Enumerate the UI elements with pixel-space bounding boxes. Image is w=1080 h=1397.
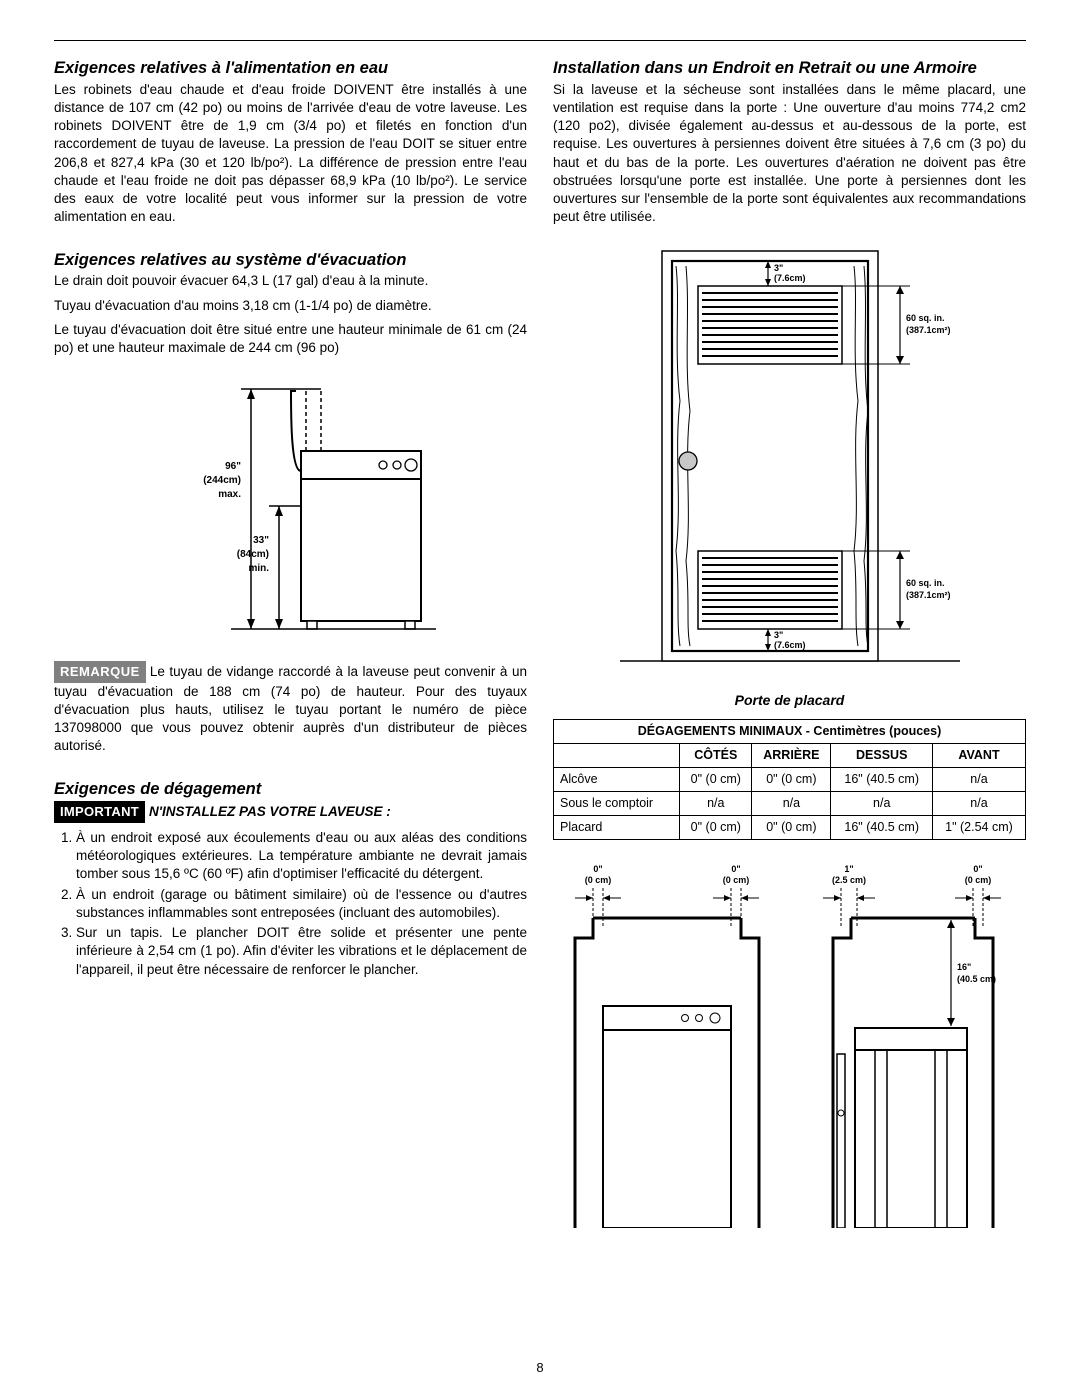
drain-p1: Le drain doit pouvoir évacuer 64,3 L (17… (54, 272, 527, 290)
drain-max-b: (244cm) (203, 475, 241, 486)
clearance-item-2: À un endroit (garage ou bâtiment similai… (76, 886, 527, 922)
bf-d4b: (0 cm) (964, 875, 991, 885)
water-heading: Exigences relatives à l'alimentation en … (54, 59, 527, 79)
bf-d1b: (0 cm) (584, 875, 611, 885)
water-body: Les robinets d'eau chaude et d'eau froid… (54, 81, 527, 227)
table-col-2: DESSUS (831, 744, 932, 768)
remarque-badge: REMARQUE (54, 661, 146, 683)
table-title: DÉGAGEMENTS MINIMAUX - Centimètres (pouc… (554, 720, 1026, 744)
table-col-3: AVANT (932, 744, 1025, 768)
right-column: Installation dans un Endroit en Retrait … (553, 59, 1026, 1238)
bf-d2a: 0" (731, 864, 740, 874)
door-bot3-a: 3" (774, 630, 783, 640)
remarque-para: REMARQUELe tuyau de vidange raccordé à l… (54, 661, 527, 755)
drain-max-c: max. (218, 489, 241, 500)
drain-p3: Le tuyau d'évacuation doit être situé en… (54, 321, 527, 357)
important-lead: N'INSTALLEZ PAS VOTRE LAVEUSE : (149, 804, 391, 819)
door-top3-b: (7.6cm) (774, 273, 806, 283)
drain-min-a: 33" (253, 535, 269, 546)
bf-d2b: (0 cm) (722, 875, 749, 885)
drain-max-a: 96" (225, 461, 241, 472)
drain-heading: Exigences relatives au système d'évacuat… (54, 251, 527, 271)
bf-d5a: 16" (957, 962, 971, 972)
important-line: IMPORTANT N'INSTALLEZ PAS VOTRE LAVEUSE : (54, 801, 527, 823)
drain-min-b: (84cm) (236, 549, 268, 560)
bf-d5b: (40.5 cm) (957, 974, 996, 984)
table-row: Placard 0" (0 cm) 0" (0 cm) 16" (40.5 cm… (554, 815, 1026, 839)
clearance-item-3: Sur un tapis. Le plancher DOIT être soli… (76, 924, 527, 979)
row2-label: Placard (554, 815, 680, 839)
left-column: Exigences relatives à l'alimentation en … (54, 59, 527, 1238)
important-badge: IMPORTANT (54, 801, 145, 823)
door-sqbot-a: 60 sq. in. (906, 578, 945, 588)
table-row: Sous le comptoir n/a n/a n/a n/a (554, 792, 1026, 816)
drain-p2: Tuyau d'évacuation d'au moins 3,18 cm (1… (54, 297, 527, 315)
closet-door-figure: 3" (7.6cm) 3" (7.6cm) 60 sq. in. (387.1c… (590, 241, 990, 681)
drain-height-figure: 96" (244cm) max. 33" (84cm) min. (141, 371, 441, 651)
door-sqtop-a: 60 sq. in. (906, 313, 945, 323)
door-top3-a: 3" (774, 263, 783, 273)
top-rule (54, 40, 1026, 41)
bf-d1a: 0" (593, 864, 602, 874)
door-bot3-b: (7.6cm) (774, 640, 806, 650)
table-blank (554, 744, 680, 768)
install-heading: Installation dans un Endroit en Retrait … (553, 59, 1026, 79)
drain-min-c: min. (248, 563, 269, 574)
bf-d3b: (2.5 cm) (831, 875, 865, 885)
clearance-table: DÉGAGEMENTS MINIMAUX - Centimètres (pouc… (553, 719, 1026, 839)
clearance-list: À un endroit exposé aux écoulements d'ea… (54, 829, 527, 979)
install-body: Si la laveuse et la sécheuse sont instal… (553, 81, 1026, 227)
table-row: Alcôve 0" (0 cm) 0" (0 cm) 16" (40.5 cm)… (554, 768, 1026, 792)
clearance-heading: Exigences de dégagement (54, 780, 527, 800)
door-sqtop-b: (387.1cm²) (906, 325, 951, 335)
page-number: 8 (0, 1359, 1080, 1377)
clearance-figure: 0" (0 cm) 0" (0 cm) 1" (2.5 cm) (555, 858, 1025, 1228)
door-sqbot-b: (387.1cm²) (906, 590, 951, 600)
table-col-1: ARRIÈRE (752, 744, 831, 768)
clearance-item-1: À un endroit exposé aux écoulements d'ea… (76, 829, 527, 884)
table-col-0: CÔTÉS (680, 744, 752, 768)
bf-d4a: 0" (973, 864, 982, 874)
row0-label: Alcôve (554, 768, 680, 792)
door-caption: Porte de placard (553, 691, 1026, 710)
bf-d3a: 1" (844, 864, 853, 874)
row1-label: Sous le comptoir (554, 792, 680, 816)
